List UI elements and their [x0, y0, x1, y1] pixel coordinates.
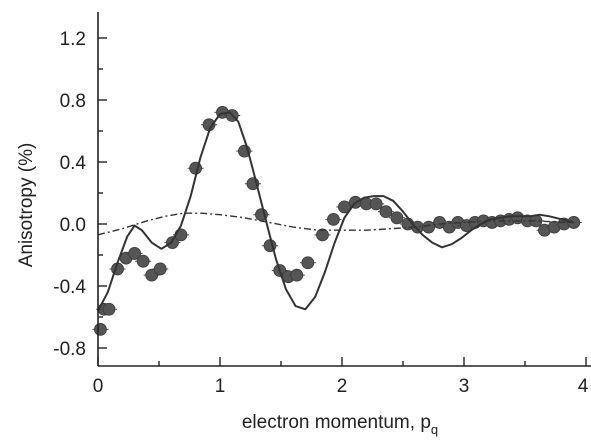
data-point — [153, 262, 167, 276]
x-axis-title: electron momentum, pq — [242, 412, 438, 437]
data-point — [102, 302, 116, 316]
data-point — [338, 200, 351, 214]
y-tick-label: -0.4 — [53, 277, 86, 298]
dash-dot-curve — [97, 212, 574, 236]
data-point — [422, 220, 436, 234]
data-point — [379, 205, 393, 219]
axis-ticks: 0 1 2 3 4 1.2 0.8 0.4 0.0 -0.4 -0.8 — [53, 29, 588, 397]
data-point — [390, 211, 404, 225]
data-point — [128, 247, 142, 260]
x-tick-label: 1 — [215, 376, 226, 397]
x-tick-label: 4 — [578, 376, 589, 397]
x-axis-title-subscript: q — [431, 422, 438, 437]
y-tick-label: 1.2 — [60, 29, 86, 50]
y-axis-title: Anisotropy (%) — [16, 143, 37, 268]
data-point — [301, 256, 315, 270]
y-tick-label: 0.8 — [60, 91, 86, 112]
y-tick-label: -0.8 — [53, 339, 86, 360]
y-tick-label: 0.4 — [60, 153, 87, 174]
x-tick-label: 2 — [337, 376, 348, 397]
x-axis-title-text: electron momentum, p — [242, 412, 431, 433]
data-point — [327, 212, 340, 226]
data-point — [316, 228, 329, 242]
solid-fit-curve — [97, 111, 575, 312]
data-point — [136, 254, 150, 268]
x-tick-label: 3 — [459, 376, 470, 397]
data-point — [94, 322, 107, 336]
y-tick-label: 0.0 — [60, 215, 86, 236]
plot-area — [92, 106, 582, 336]
x-tick-label: 0 — [93, 376, 104, 397]
data-point — [369, 197, 383, 211]
data-point — [166, 236, 179, 250]
data-point — [290, 268, 304, 282]
